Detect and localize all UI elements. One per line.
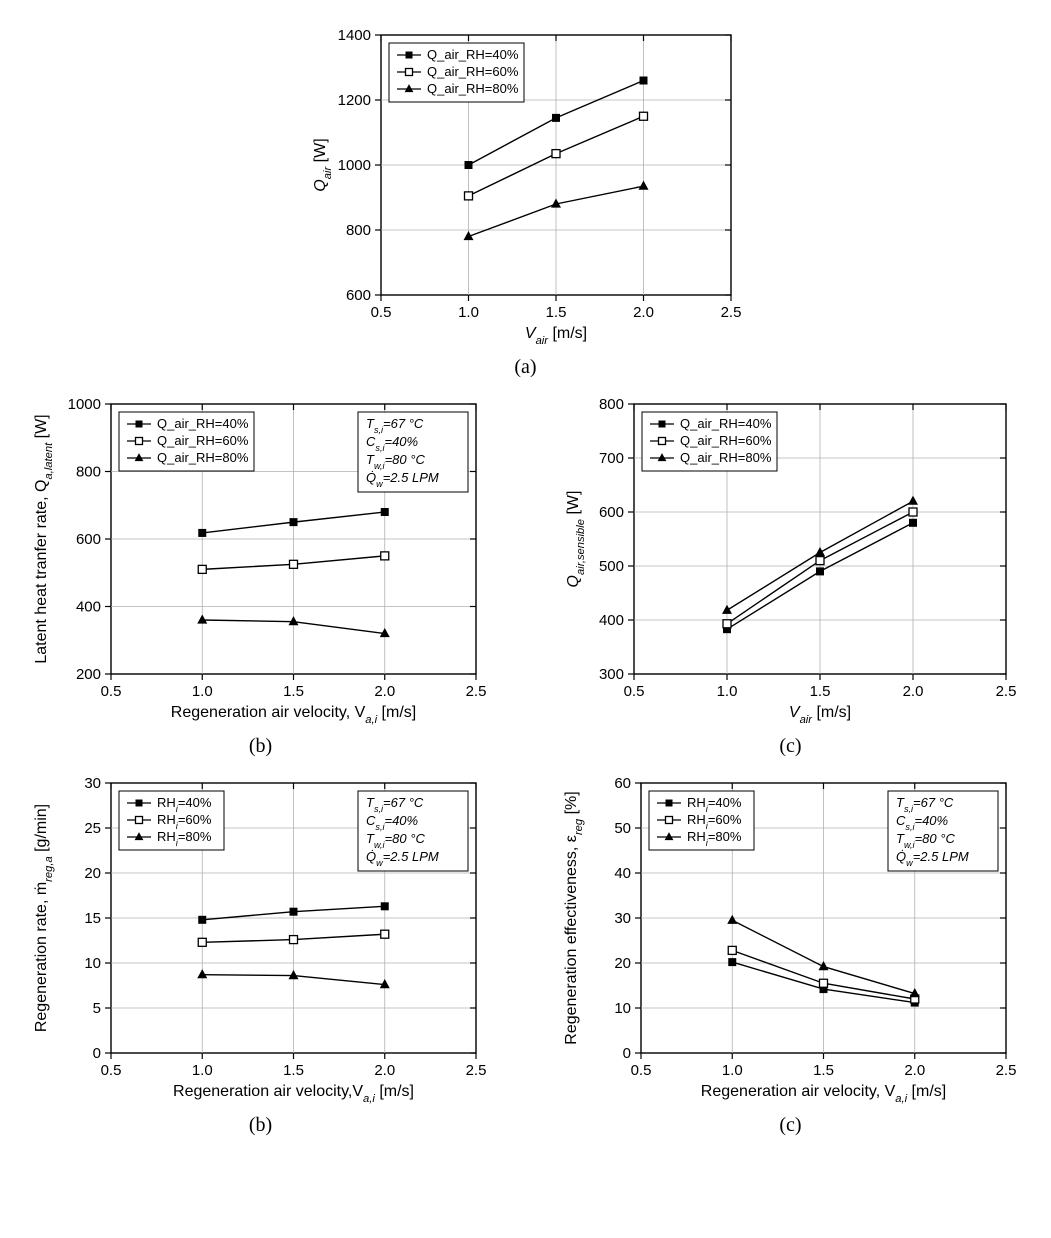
svg-text:2.5: 2.5 bbox=[995, 1062, 1016, 1079]
svg-text:2.5: 2.5 bbox=[720, 304, 741, 321]
chart-c: 0.5 1.0 1.5 2.0 2.5 300 400 500 600 700 800 Vair [m… bbox=[556, 389, 1026, 729]
svg-text:30: 30 bbox=[84, 775, 101, 792]
svg-text:Qair [W]: Qair [W] bbox=[312, 138, 334, 191]
svg-text:Q_air_RH=60%: Q_air_RH=60% bbox=[680, 433, 772, 448]
svg-text:800: 800 bbox=[345, 222, 370, 239]
svg-text:Vair [m/s]: Vair [m/s] bbox=[524, 325, 586, 347]
svg-text:1.0: 1.0 bbox=[721, 1062, 742, 1079]
svg-text:15: 15 bbox=[84, 910, 101, 927]
svg-text:Q_air_RH=80%: Q_air_RH=80% bbox=[427, 81, 519, 96]
svg-text:Latent heat tranfer rate, Qa,l: Latent heat tranfer rate, Qa,latent [W] bbox=[33, 414, 55, 663]
svg-text:2.0: 2.0 bbox=[902, 683, 923, 700]
svg-text:1.5: 1.5 bbox=[545, 304, 566, 321]
svg-text:Q_air_RH=60%: Q_air_RH=60% bbox=[427, 64, 519, 79]
caption-d: (b) bbox=[249, 1114, 272, 1137]
panel-d: 0.5 1.0 1.5 2.0 2.5 0 5 10 15 20 25 30 Regeneration … bbox=[26, 768, 496, 1137]
svg-text:0.5: 0.5 bbox=[100, 1062, 121, 1079]
svg-text:50: 50 bbox=[614, 820, 631, 837]
svg-text:25: 25 bbox=[84, 820, 101, 837]
svg-text:1.0: 1.0 bbox=[191, 1062, 212, 1079]
svg-text:2.5: 2.5 bbox=[465, 1062, 486, 1079]
svg-text:40: 40 bbox=[614, 865, 631, 882]
svg-text:Regeneration air velocity,Va,i: Regeneration air velocity,Va,i [m/s] bbox=[173, 1083, 414, 1105]
svg-text:Q_air_RH=40%: Q_air_RH=40% bbox=[427, 47, 519, 62]
svg-text:2.5: 2.5 bbox=[995, 683, 1016, 700]
svg-text:Regeneration rate, ṁreg,a [g/m: Regeneration rate, ṁreg,a [g/min] bbox=[33, 804, 55, 1032]
svg-text:0.5: 0.5 bbox=[100, 683, 121, 700]
svg-text:1200: 1200 bbox=[337, 92, 370, 109]
caption-c: (c) bbox=[779, 735, 801, 758]
svg-text:2.0: 2.0 bbox=[374, 683, 395, 700]
svg-text:1.5: 1.5 bbox=[283, 1062, 304, 1079]
svg-text:800: 800 bbox=[75, 464, 100, 481]
svg-text:Regeneration effectiveness, εr: Regeneration effectiveness, εreg [%] bbox=[563, 791, 585, 1044]
chart-e: 0.5 1.0 1.5 2.0 2.5 0 10 20 30 40 50 60 Regeneration… bbox=[556, 768, 1026, 1108]
svg-text:1.5: 1.5 bbox=[813, 1062, 834, 1079]
svg-text:Q_air_RH=40%: Q_air_RH=40% bbox=[157, 416, 249, 431]
svg-text:5: 5 bbox=[92, 1000, 100, 1017]
svg-text:0: 0 bbox=[622, 1045, 630, 1062]
svg-text:20: 20 bbox=[614, 955, 631, 972]
svg-text:10: 10 bbox=[84, 955, 101, 972]
svg-text:10: 10 bbox=[614, 1000, 631, 1017]
svg-text:20: 20 bbox=[84, 865, 101, 882]
svg-text:2.0: 2.0 bbox=[633, 304, 654, 321]
svg-text:200: 200 bbox=[75, 666, 100, 683]
svg-text:600: 600 bbox=[75, 531, 100, 548]
svg-text:300: 300 bbox=[598, 666, 623, 683]
svg-text:1.0: 1.0 bbox=[191, 683, 212, 700]
svg-text:400: 400 bbox=[75, 599, 100, 616]
svg-text:1000: 1000 bbox=[337, 157, 370, 174]
svg-text:2.0: 2.0 bbox=[374, 1062, 395, 1079]
svg-text:600: 600 bbox=[345, 287, 370, 304]
caption-e: (c) bbox=[779, 1114, 801, 1137]
svg-text:Qair,sensible [W]: Qair,sensible [W] bbox=[565, 491, 587, 588]
svg-text:2.5: 2.5 bbox=[465, 683, 486, 700]
panel-e: 0.5 1.0 1.5 2.0 2.5 0 10 20 30 40 50 60 Regeneration… bbox=[556, 768, 1026, 1137]
svg-text:Q_air_RH=40%: Q_air_RH=40% bbox=[680, 416, 772, 431]
svg-text:Q_air_RH=60%: Q_air_RH=60% bbox=[157, 433, 249, 448]
svg-text:600: 600 bbox=[598, 504, 623, 521]
svg-text:Q_air_RH=80%: Q_air_RH=80% bbox=[680, 450, 772, 465]
svg-text:1.0: 1.0 bbox=[458, 304, 479, 321]
svg-text:1000: 1000 bbox=[67, 396, 100, 413]
svg-text:Vair [m/s]: Vair [m/s] bbox=[788, 704, 850, 726]
svg-text:0.5: 0.5 bbox=[623, 683, 644, 700]
panel-c: 0.5 1.0 1.5 2.0 2.5 300 400 500 600 700 800 Vair [m… bbox=[556, 389, 1026, 758]
caption-b: (b) bbox=[249, 735, 272, 758]
svg-text:1400: 1400 bbox=[337, 27, 370, 44]
svg-text:30: 30 bbox=[614, 910, 631, 927]
svg-text:500: 500 bbox=[598, 558, 623, 575]
chart-d: 0.5 1.0 1.5 2.0 2.5 0 5 10 15 20 25 30 Regeneration … bbox=[26, 768, 496, 1108]
svg-text:Regeneration air velocity, Va,: Regeneration air velocity, Va,i [m/s] bbox=[700, 1083, 945, 1105]
svg-text:1.5: 1.5 bbox=[283, 683, 304, 700]
svg-text:400: 400 bbox=[598, 612, 623, 629]
svg-text:0.5: 0.5 bbox=[370, 304, 391, 321]
svg-text:Q_air_RH=80%: Q_air_RH=80% bbox=[157, 450, 249, 465]
panel-a: 0.5 1.0 1.5 2.0 2.5 600 800 1000 1200 1400 Vair [m… bbox=[301, 20, 751, 379]
svg-text:0.5: 0.5 bbox=[630, 1062, 651, 1079]
svg-text:1.0: 1.0 bbox=[716, 683, 737, 700]
figure-grid: 0.51.01.52.02.5600800100012001400Vair [m… bbox=[20, 20, 1031, 1137]
svg-text:60: 60 bbox=[614, 775, 631, 792]
svg-text:700: 700 bbox=[598, 450, 623, 467]
svg-text:800: 800 bbox=[598, 396, 623, 413]
chart-b: 0.5 1.0 1.5 2.0 2.5 200 400 600 800 1000 Regenerat… bbox=[26, 389, 496, 729]
svg-text:2.0: 2.0 bbox=[904, 1062, 925, 1079]
svg-text:0: 0 bbox=[92, 1045, 100, 1062]
svg-text:Regeneration air velocity, Va,: Regeneration air velocity, Va,i [m/s] bbox=[170, 704, 415, 726]
caption-a: (a) bbox=[514, 356, 536, 379]
svg-text:1.5: 1.5 bbox=[809, 683, 830, 700]
chart-a: 0.5 1.0 1.5 2.0 2.5 600 800 1000 1200 1400 Vair [m… bbox=[301, 20, 751, 350]
panel-b: 0.5 1.0 1.5 2.0 2.5 200 400 600 800 1000 Regenerat… bbox=[26, 389, 496, 758]
